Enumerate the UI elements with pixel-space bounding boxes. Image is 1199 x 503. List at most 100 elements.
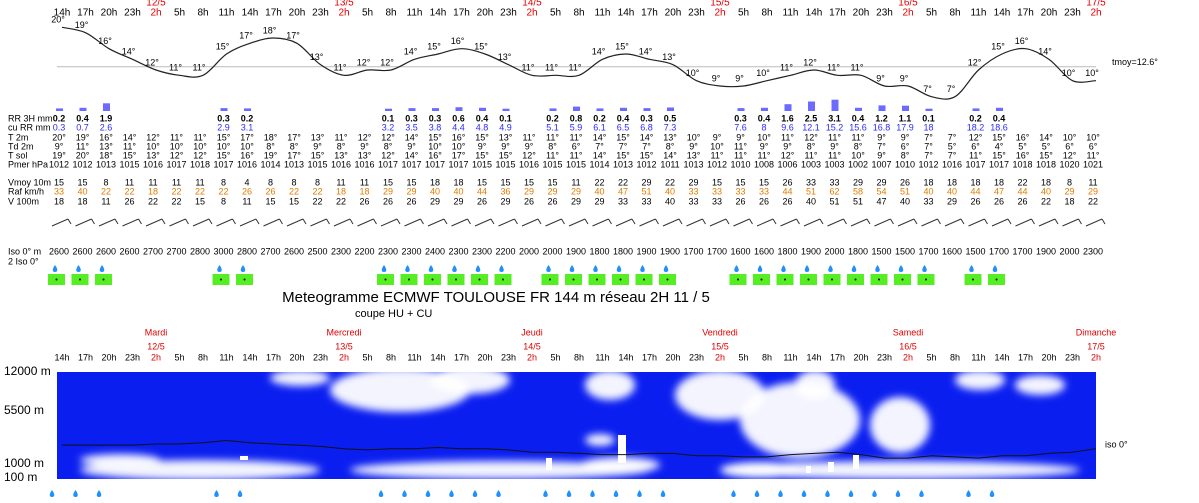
day-label: Samedi: [893, 327, 924, 337]
cloud: [585, 434, 615, 446]
table-cell: 33: [688, 196, 698, 206]
wind-barb: [921, 218, 941, 227]
table-cell: 17°: [240, 132, 254, 142]
table-cell: 18: [1064, 196, 1074, 206]
rain-drop: [96, 490, 102, 497]
table-cell: 12°: [381, 132, 395, 142]
table-cell: 9°: [689, 141, 698, 151]
table-cell: 9°: [501, 141, 510, 151]
table-cell: 9.6: [781, 122, 794, 132]
table-cell: 22: [171, 186, 181, 196]
weather-icon-dot: [455, 278, 457, 281]
table-cell: 12°: [358, 132, 372, 142]
table-cell: 7°: [948, 132, 957, 142]
table-cell: 33: [712, 186, 722, 196]
rain-drop: [381, 265, 387, 272]
time-label: 14h: [242, 8, 259, 19]
table-cell: 6°: [572, 141, 581, 151]
table-cell: 17.9: [896, 122, 914, 132]
table-cell: 1900: [566, 246, 586, 256]
table-cell: 29: [571, 196, 581, 206]
wind-barb: [545, 218, 565, 227]
table-cell: 1017: [989, 159, 1009, 169]
table-cell: 40: [594, 186, 604, 196]
table-cell: 7°: [924, 141, 933, 151]
table-cell: 2600: [72, 246, 92, 256]
table-cell: 12°: [381, 150, 395, 160]
table-cell: 9°: [783, 141, 792, 151]
time-label: 14h: [54, 352, 69, 362]
time-label: 17h: [453, 8, 470, 19]
rain-drop: [566, 490, 572, 497]
table-cell: 8: [761, 122, 766, 132]
table-cell: 12°: [781, 150, 795, 160]
table-cell: 8°: [807, 141, 816, 151]
cloud: [430, 372, 510, 394]
temperature-line: [61, 26, 1097, 100]
table-cell: 33: [829, 177, 839, 187]
weather-icon-dot: [807, 278, 810, 281]
time-label: 11h: [407, 8, 423, 19]
table-cell: 17°: [287, 150, 301, 160]
temperature-label: 11°: [780, 63, 793, 73]
cloud-core: [546, 458, 552, 470]
table-cell: 26: [759, 196, 769, 206]
wind-barb: [122, 218, 142, 227]
table-cell: 12°: [522, 150, 536, 160]
table-cell: 29: [406, 186, 416, 196]
rain-drop: [217, 265, 222, 272]
time-label: 8h: [949, 8, 960, 19]
weather-icon-dot: [55, 278, 58, 281]
time-label: 2h: [715, 352, 725, 362]
cloud: [720, 461, 1080, 479]
table-cell: 8: [221, 177, 226, 187]
table-cell: 26: [782, 177, 792, 187]
table-cell: 1017: [401, 159, 421, 169]
weather-icon-dot: [737, 278, 739, 281]
rain-drop: [593, 265, 598, 272]
table-cell: 3.5: [405, 122, 418, 132]
table-cell: 11°: [335, 132, 348, 142]
time-label: 8h: [197, 8, 208, 19]
table-cell: 9°: [877, 132, 886, 142]
table-cell: 1010: [730, 159, 750, 169]
table-cell: 1600: [942, 246, 962, 256]
temperature-label: 9°: [900, 73, 909, 83]
table-cell: 12°: [146, 132, 160, 142]
table-cell: 8: [221, 196, 226, 206]
weather-icon-dot: [643, 278, 645, 281]
table-cell: 15: [195, 196, 205, 206]
table-cell: 3000: [213, 246, 233, 256]
temperature-label: 17°: [286, 31, 300, 41]
rain-drop: [992, 265, 998, 272]
rain-drop: [825, 490, 830, 497]
time-label: 2h: [338, 8, 349, 19]
table-cell: 26: [782, 196, 792, 206]
rain-drop: [895, 490, 901, 497]
rain-drop: [898, 265, 904, 272]
rain-drop: [848, 490, 854, 497]
table-cell: 11: [360, 177, 369, 187]
table-cell: 51: [900, 186, 910, 196]
table-cell: 1015: [542, 159, 562, 169]
temperature-label: 11°: [169, 63, 182, 73]
table-cell: 13°: [311, 132, 325, 142]
wind-barb: [451, 218, 471, 227]
date-label: 12/5: [147, 341, 165, 351]
table-cell: 14°: [405, 132, 419, 142]
table-cell: 10°: [452, 141, 466, 151]
table-cell: 11°: [711, 150, 724, 160]
table-cell: 18: [54, 196, 64, 206]
table-cell: 6°: [1065, 141, 1074, 151]
cloud: [720, 462, 800, 478]
table-cell: 11°: [546, 150, 559, 160]
date-label: 12/5: [146, 0, 166, 9]
time-label: 23h: [501, 352, 516, 362]
table-cell: 11: [195, 177, 204, 187]
table-cell: 2300: [331, 246, 351, 256]
table-cell: 22: [1017, 177, 1027, 187]
table-cell: 1.2: [875, 113, 888, 123]
day-label: Dimanche: [1076, 327, 1117, 337]
table-cell: 29: [547, 186, 557, 196]
table-cell: 13°: [663, 132, 677, 142]
